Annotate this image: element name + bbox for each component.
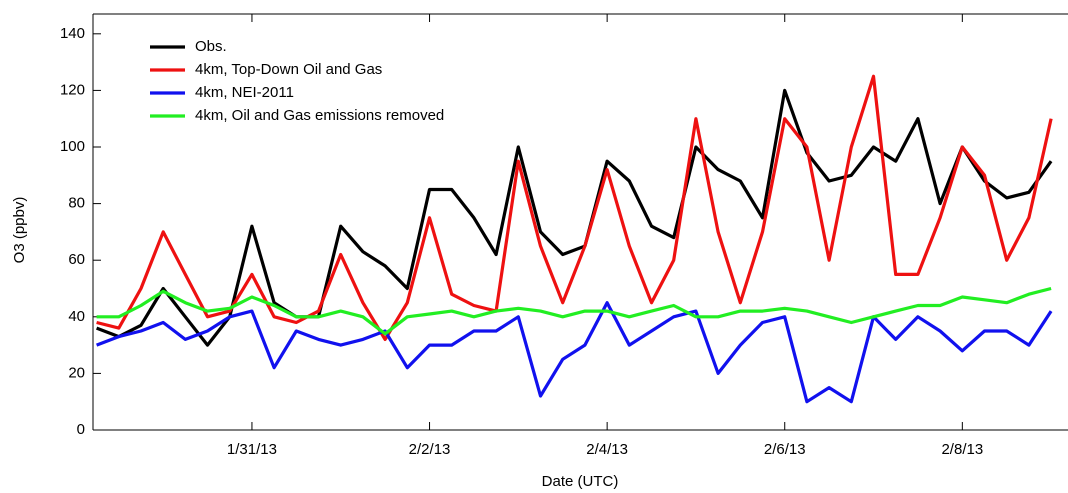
y-tick-label: 80 (68, 195, 85, 212)
x-tick-label: 2/8/13 (941, 441, 983, 458)
x-tick-label: 2/2/13 (409, 441, 451, 458)
x-tick-label: 1/31/13 (227, 441, 277, 458)
series-line (96, 301, 1053, 404)
y-tick-label: 120 (60, 81, 85, 98)
y-axis-label: O3 (ppbv) (11, 197, 28, 264)
legend-label: 4km, NEI-2011 (195, 84, 294, 101)
y-tick-label: 40 (68, 308, 85, 325)
y-tick-label: 0 (77, 421, 85, 438)
x-tick-label: 2/6/13 (764, 441, 806, 458)
series-line (96, 286, 1052, 336)
y-tick-label: 100 (60, 138, 85, 155)
x-tick-label: 2/4/13 (586, 441, 628, 458)
legend-label: Obs. (195, 38, 227, 55)
x-axis-label: Date (UTC) (542, 473, 619, 490)
series-line (96, 88, 1053, 347)
series-line (96, 74, 1053, 341)
y-tick-label: 140 (60, 25, 85, 42)
legend-label: 4km, Top-Down Oil and Gas (195, 61, 382, 78)
legend-label: 4km, Oil and Gas emissions removed (195, 107, 444, 124)
y-tick-label: 20 (68, 364, 85, 381)
y-tick-label: 60 (68, 251, 85, 268)
